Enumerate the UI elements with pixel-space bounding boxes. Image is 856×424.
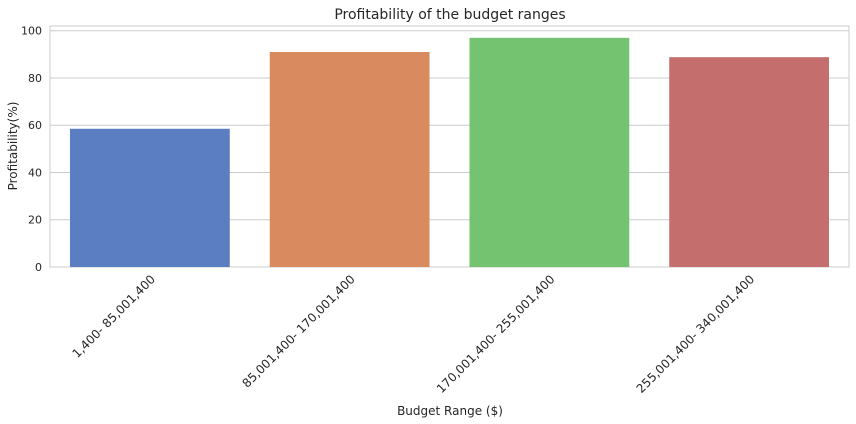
y-tick-label: 80 [28,72,42,85]
y-tick-labels: 0 20 40 60 80 100 [21,25,42,274]
bar [69,128,230,267]
y-axis-label: Profitability(%) [6,102,20,191]
x-tick-label: 1,400- 85,001,400 [69,272,158,361]
y-tick-label: 0 [35,261,42,274]
x-axis-label: Budget Range ($) [397,404,503,418]
x-tick-label: 85,001,400- 170,001,400 [240,272,358,390]
chart-title: Profitability of the budget ranges [334,7,565,23]
y-tick-label: 100 [21,25,42,38]
bar [469,37,630,268]
bars [69,37,830,268]
bar [269,51,430,267]
y-tick-label: 40 [28,166,42,179]
x-tick-label: 170,001,400- 255,001,400 [434,272,558,396]
y-tick-label: 60 [28,119,42,132]
x-tick-labels: 1,400- 85,001,400 85,001,400- 170,001,400… [69,272,757,396]
y-tick-label: 20 [28,214,42,227]
x-tick-label: 255,001,400- 340,001,400 [634,272,758,396]
bar [669,57,830,268]
